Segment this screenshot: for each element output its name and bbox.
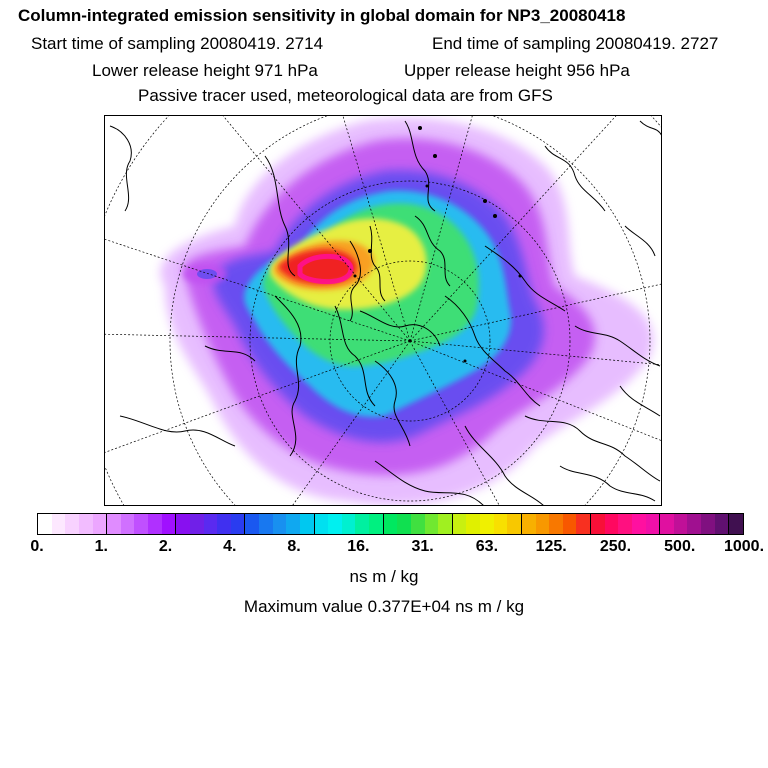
colorbar-swatch	[51, 514, 66, 534]
colorbar-swatch	[369, 514, 383, 534]
colorbar-swatch	[618, 514, 632, 534]
colorbar-swatch	[92, 514, 107, 534]
colorbar-swatch	[65, 514, 79, 534]
colorbar-tick-label: 8.	[287, 538, 301, 555]
colorbar-tick-label: 1.	[94, 538, 108, 555]
colorbar-swatch	[604, 514, 619, 534]
colorbar-swatch	[355, 514, 369, 534]
colorbar-swatch	[259, 514, 273, 534]
colorbar-swatch	[230, 514, 245, 534]
colorbar-swatch	[493, 514, 508, 534]
colorbar-swatch	[728, 514, 743, 534]
colorbar-swatch	[631, 514, 646, 534]
plot-title: Column-integrated emission sensitivity i…	[18, 6, 626, 25]
end-time-label: End time of sampling 20080419. 2727	[432, 34, 719, 53]
coast-dots	[353, 126, 522, 363]
colorbar-swatch	[38, 514, 52, 534]
colorbar-swatch	[645, 514, 660, 534]
colorbar-swatch	[203, 514, 218, 534]
colorbar-tick-label: 1000.	[723, 538, 765, 555]
colorbar-swatch	[701, 514, 715, 534]
map-canvas	[105, 116, 661, 505]
coastlines	[109, 120, 661, 505]
colorbar-unit: ns m / kg	[349, 567, 419, 586]
colorbar-swatch	[161, 514, 176, 534]
plume-west-core	[197, 269, 217, 279]
colorbar-swatch	[397, 514, 411, 534]
colorbar-swatch	[714, 514, 729, 534]
plume-field	[160, 118, 654, 505]
emission-sensitivity-map	[104, 115, 662, 506]
colorbar-tick-label: 2.	[158, 538, 173, 555]
colorbar-swatch	[590, 514, 605, 534]
colorbar-swatch	[451, 514, 467, 534]
graticule	[105, 116, 661, 505]
colorbar-tick-label: 125.	[535, 538, 567, 555]
colorbar-swatch	[341, 514, 356, 534]
colorbar-swatch	[687, 514, 701, 534]
colorbar-swatch	[520, 514, 536, 534]
colorbar-swatch	[549, 514, 563, 534]
colorbar-swatch	[562, 514, 577, 534]
colorbar-swatch	[272, 514, 287, 534]
colorbar-swatch	[576, 514, 590, 534]
colorbar-tick-label: 63.	[475, 538, 499, 555]
colorbar-swatch	[535, 514, 550, 534]
colorbar-swatch	[106, 514, 121, 534]
colorbar-swatch	[244, 514, 259, 534]
colorbar-tick-label: 4.	[223, 538, 237, 555]
colorbar-swatch	[313, 514, 329, 534]
colorbar-swatch	[507, 514, 521, 534]
upper-release-label: Upper release height 956 hPa	[404, 61, 630, 80]
colorbar-tick-label: 250.	[599, 538, 632, 555]
colorbar-swatch	[78, 514, 93, 534]
colorbar-swatch	[286, 514, 300, 534]
colorbar-tick-label: 0.	[30, 538, 44, 555]
colorbar-swatch	[480, 514, 494, 534]
colorbar-swatch	[299, 514, 314, 534]
colorbar-swatch	[659, 514, 674, 534]
colorbar-tick-label: 16.	[347, 538, 370, 555]
colorbar-swatch	[673, 514, 688, 534]
colorbar-swatch	[120, 514, 135, 534]
tracer-note: Passive tracer used, meteorological data…	[138, 86, 553, 105]
colorbar-swatch	[148, 514, 162, 534]
lower-release-label: Lower release height 971 hPa	[92, 61, 318, 80]
colorbar-tick-label: 500.	[664, 538, 696, 555]
colorbar-swatch	[189, 514, 204, 534]
colorbar-swatch	[382, 514, 398, 534]
colorbar-swatch	[466, 514, 480, 534]
colorbar	[37, 513, 744, 535]
colorbar-swatch	[424, 514, 439, 534]
start-time-label: Start time of sampling 20080419. 2714	[31, 34, 324, 53]
colorbar-swatch	[328, 514, 342, 534]
colorbar-swatch	[438, 514, 452, 534]
colorbar-swatch	[217, 514, 231, 534]
maximum-value-label: Maximum value 0.377E+04 ns m / kg	[243, 597, 525, 616]
colorbar-swatch	[134, 514, 148, 534]
plume-magenta-ring	[297, 253, 354, 285]
colorbar-swatch	[410, 514, 425, 534]
colorbar-swatch	[175, 514, 190, 534]
colorbar-tick-label: 31.	[411, 538, 434, 555]
